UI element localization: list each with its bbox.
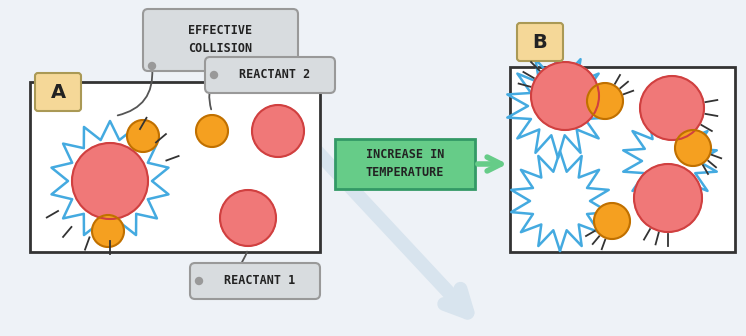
Text: INCREASE IN
TEMPERATURE: INCREASE IN TEMPERATURE (366, 149, 444, 179)
Circle shape (196, 115, 228, 147)
FancyBboxPatch shape (190, 263, 320, 299)
Circle shape (587, 83, 623, 119)
Circle shape (220, 190, 276, 246)
Circle shape (72, 143, 148, 219)
Circle shape (148, 62, 155, 70)
FancyBboxPatch shape (30, 82, 320, 252)
Text: EFFECTIVE
COLLISION: EFFECTIVE COLLISION (189, 25, 253, 55)
Circle shape (92, 215, 124, 247)
FancyBboxPatch shape (510, 67, 735, 252)
Circle shape (640, 76, 704, 140)
Circle shape (531, 62, 599, 130)
Circle shape (195, 278, 202, 285)
FancyBboxPatch shape (205, 57, 335, 93)
Text: REACTANT 1: REACTANT 1 (225, 275, 295, 288)
Text: B: B (533, 33, 548, 51)
Circle shape (252, 105, 304, 157)
Circle shape (594, 203, 630, 239)
Text: A: A (51, 83, 66, 101)
Circle shape (634, 164, 702, 232)
Circle shape (210, 72, 218, 79)
Circle shape (127, 120, 159, 152)
FancyBboxPatch shape (35, 73, 81, 111)
FancyBboxPatch shape (517, 23, 563, 61)
FancyBboxPatch shape (335, 139, 475, 189)
Circle shape (675, 130, 711, 166)
FancyBboxPatch shape (143, 9, 298, 71)
Text: REACTANT 2: REACTANT 2 (239, 69, 310, 82)
